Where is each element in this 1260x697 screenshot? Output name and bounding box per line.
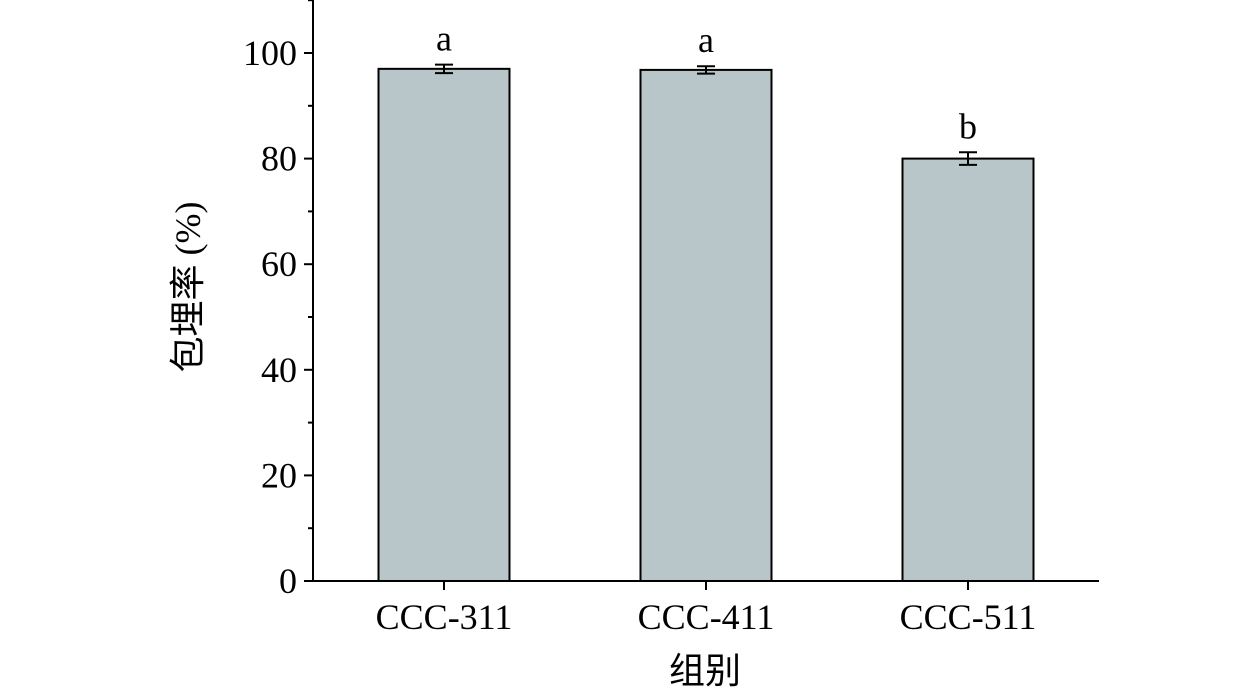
y-tick-label: 60 <box>261 244 297 284</box>
y-tick-label: 20 <box>261 455 297 495</box>
significance-label: a <box>698 20 714 60</box>
x-tick-label: CCC-511 <box>900 597 1037 637</box>
bar <box>377 67 511 582</box>
bar <box>639 68 773 583</box>
x-axis-title: 组别 <box>669 651 741 691</box>
significance-label: a <box>436 19 452 59</box>
y-axis-title: 包埋率 (%) <box>168 202 208 373</box>
significance-label: b <box>959 106 977 146</box>
y-tick-label: 100 <box>243 33 297 73</box>
bar <box>901 157 1035 582</box>
x-tick-label: CCC-411 <box>638 597 775 637</box>
x-tick-label: CCC-311 <box>376 597 513 637</box>
y-tick-label: 40 <box>261 350 297 390</box>
y-tick-label: 80 <box>261 139 297 179</box>
y-tick-label: 0 <box>279 561 297 601</box>
